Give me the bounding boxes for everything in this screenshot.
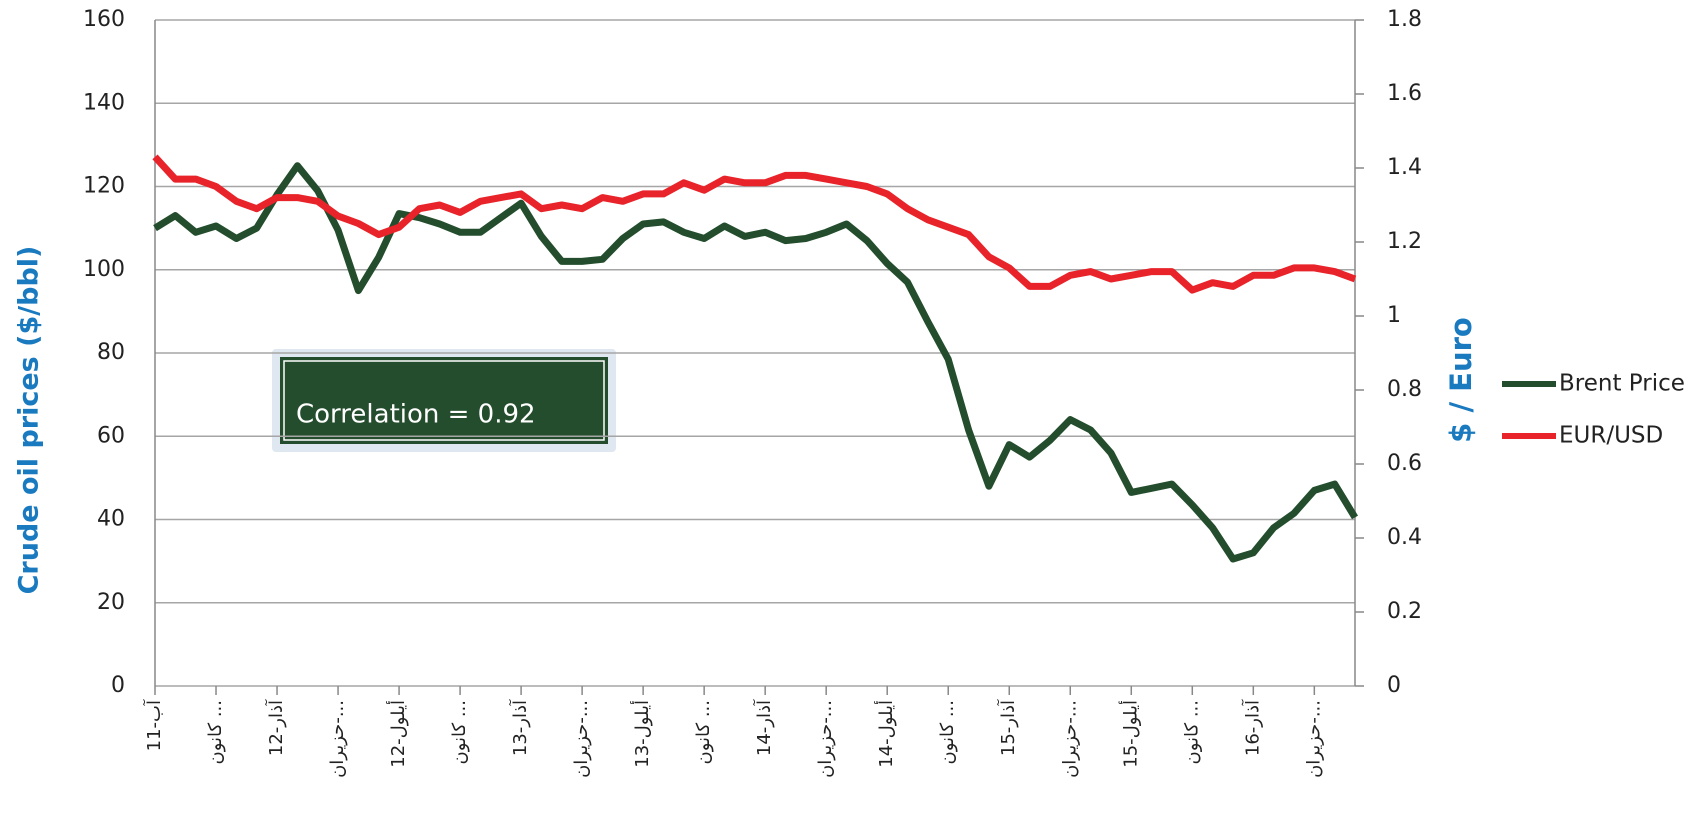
x-tick-label: كانون ... (1181, 700, 1202, 764)
y2-tick-label: 0.6 (1387, 451, 1422, 476)
x-tick-label: آذار-15 (996, 699, 1019, 756)
y-tick-label: 120 (83, 174, 125, 199)
y2-tick-label: 0.8 (1387, 377, 1422, 402)
annotation-box (280, 357, 608, 444)
x-tick-label: حزيران-... (571, 700, 592, 778)
legend-label: EUR/USD (1559, 423, 1663, 449)
y-tick-label: 140 (83, 90, 125, 115)
x-tick-label: كانون ... (937, 700, 958, 764)
annotation: Correlation = 0.92 (296, 400, 536, 430)
x-tick-label: حزيران-... (815, 700, 836, 778)
y-tick-label: 0 (111, 673, 125, 698)
x-tick-label: آب-11 (142, 699, 165, 751)
x-tick-label: حزيران-... (327, 700, 348, 778)
x-tick-label: أيلول-12 (386, 700, 409, 768)
x-tick-label: آذار-13 (508, 699, 531, 756)
y2-tick-label: 1.6 (1387, 81, 1422, 106)
y-tick-label: 160 (83, 7, 125, 32)
y-axis-title: Crude oil prices ($/bbl) (14, 246, 45, 595)
x-tick-label: أيلول-14 (874, 700, 897, 768)
y-tick-label: 60 (97, 423, 125, 448)
x-tick-label: أيلول-15 (1118, 700, 1141, 768)
x-tick-label: أيلول-13 (630, 700, 653, 768)
x-tick-label: آذار-16 (1240, 699, 1263, 756)
line-series (152, 154, 1357, 294)
x-tick-label: آذار-14 (752, 699, 775, 756)
y-tick-label: 40 (97, 507, 125, 532)
x-tick-label: آذار-12 (264, 699, 287, 756)
y2-tick-label: 0.4 (1387, 525, 1422, 550)
y-tick-label: 80 (97, 340, 125, 365)
y2-tick-label: 0 (1387, 673, 1401, 698)
x-tick-label: كانون ... (449, 700, 470, 764)
x-tick-label: كانون ... (693, 700, 714, 764)
y2-tick-label: 1.8 (1387, 7, 1422, 32)
y2-axis-title: $ / Euro (1444, 317, 1478, 443)
x-tick-label: حزيران-... (1059, 700, 1080, 778)
x-tick-label: كانون ... (205, 700, 226, 764)
legend-label: Brent Price (1559, 371, 1685, 397)
y2-tick-label: 1 (1387, 303, 1401, 328)
annotation-border (283, 360, 605, 441)
y2-tick-label: 1.4 (1387, 155, 1422, 180)
line-series (153, 162, 1358, 563)
y-tick-label: 100 (83, 257, 125, 282)
y2-tick-label: 1.2 (1387, 229, 1422, 254)
y-tick-label: 20 (97, 590, 125, 615)
x-tick-label: حزيران-... (1303, 700, 1324, 778)
y2-tick-label: 0.2 (1387, 599, 1422, 624)
